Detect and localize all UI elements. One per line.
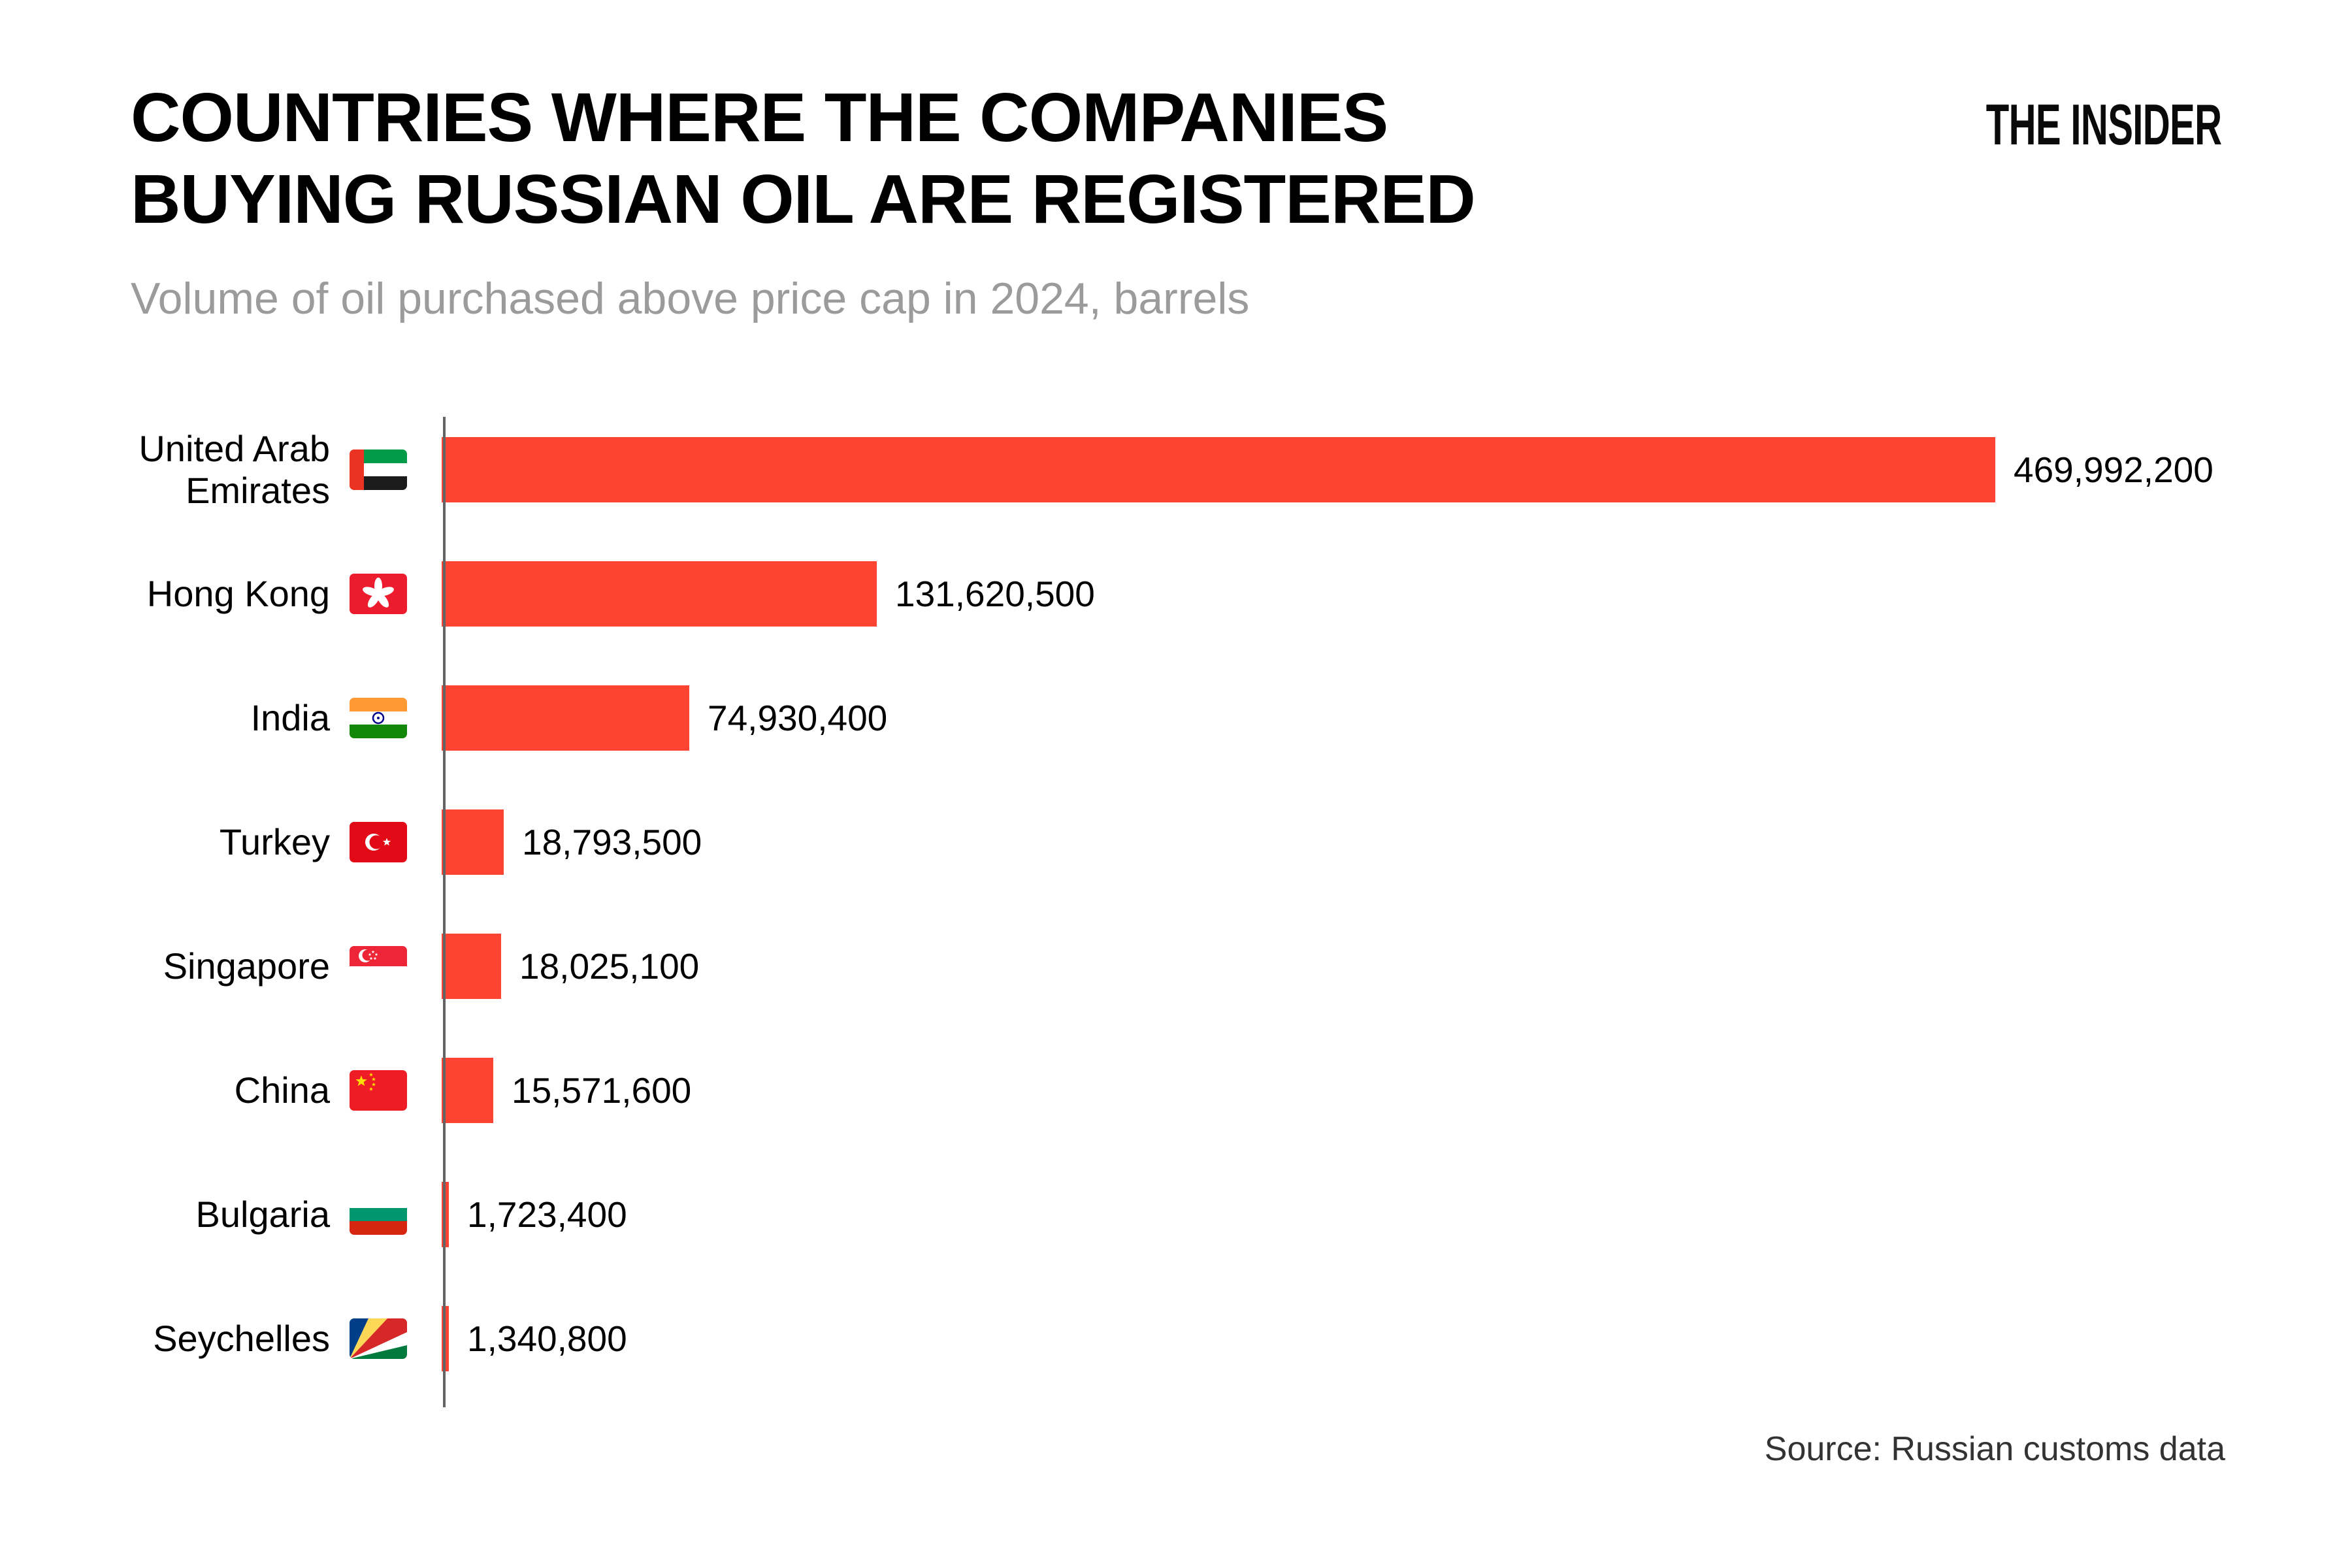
bar-area: 1,723,400 [442,1182,2221,1248]
bar-value-label: 18,025,100 [519,946,700,987]
bar-rows: United Arab Emirates 469,992,200 Hong Ko… [131,408,2221,1401]
country-label: China [234,1070,330,1111]
bar [442,561,877,627]
country-label: Hong Kong [146,573,330,615]
page-title: COUNTRIES WHERE THE COMPANIES BUYING RUS… [131,0,2221,240]
bar-value-label: 1,340,800 [467,1318,627,1360]
bar-row: Singapore 18,025,100 [131,904,2221,1028]
bar-area: 74,930,400 [442,685,2221,751]
bar-row: Seychelles 1,340,800 [131,1277,2221,1401]
bar-value-label: 15,571,600 [512,1070,692,1111]
bulgaria-flag-icon [350,1194,407,1235]
uae-flag-icon [350,449,407,491]
hong-kong-flag-icon [350,574,407,615]
turkey-flag-icon [350,822,407,863]
chart-subtitle: Volume of oil purchased above price cap … [131,274,1250,324]
country-label: India [250,697,330,739]
source-note: Source: Russian customs data [1764,1430,2225,1468]
bar-value-label: 131,620,500 [895,574,1095,615]
title-line-1: COUNTRIES WHERE THE COMPANIES [131,79,1388,156]
bar-area: 15,571,600 [442,1058,2221,1124]
bar-value-label: 469,992,200 [2014,449,2213,491]
bar-chart: United Arab Emirates 469,992,200 Hong Ko… [131,408,2221,1408]
bar-row: Hong Kong 131,620,500 [131,532,2221,656]
bar-area: 131,620,500 [442,561,2221,627]
bar-area: 1,340,800 [442,1306,2221,1372]
country-label: Turkey [219,821,330,863]
country-label: Singapore [163,945,330,987]
country-label: United Arab Emirates [139,428,330,512]
bar-value-label: 1,723,400 [467,1194,627,1235]
seychelles-flag-icon [350,1318,407,1360]
country-label: Bulgaria [195,1194,330,1235]
bar-value-label: 74,930,400 [708,698,888,739]
the-insider-logo: THE INSIDER [1985,92,2221,157]
bar [442,934,501,1000]
y-axis-line [443,417,446,1408]
bar-area: 469,992,200 [442,437,2221,503]
bar-row: China 15,571,600 [131,1028,2221,1152]
country-label: Seychelles [153,1318,330,1360]
bar [442,1058,493,1124]
china-flag-icon [350,1070,407,1111]
bar-area: 18,793,500 [442,809,2221,875]
singapore-flag-icon [350,946,407,987]
bar [442,685,689,751]
bar-row: Bulgaria 1,723,400 [131,1152,2221,1277]
bar-area: 18,025,100 [442,934,2221,1000]
bar [442,809,504,875]
bar-value-label: 18,793,500 [522,822,702,863]
bar-row: United Arab Emirates 469,992,200 [131,408,2221,532]
bar-row: India 74,930,400 [131,656,2221,780]
bar-row: Turkey 18,793,500 [131,780,2221,904]
title-line-2: BUYING RUSSIAN OIL ARE REGISTERED [131,161,1476,238]
bar [442,437,1995,503]
india-flag-icon [350,698,407,739]
